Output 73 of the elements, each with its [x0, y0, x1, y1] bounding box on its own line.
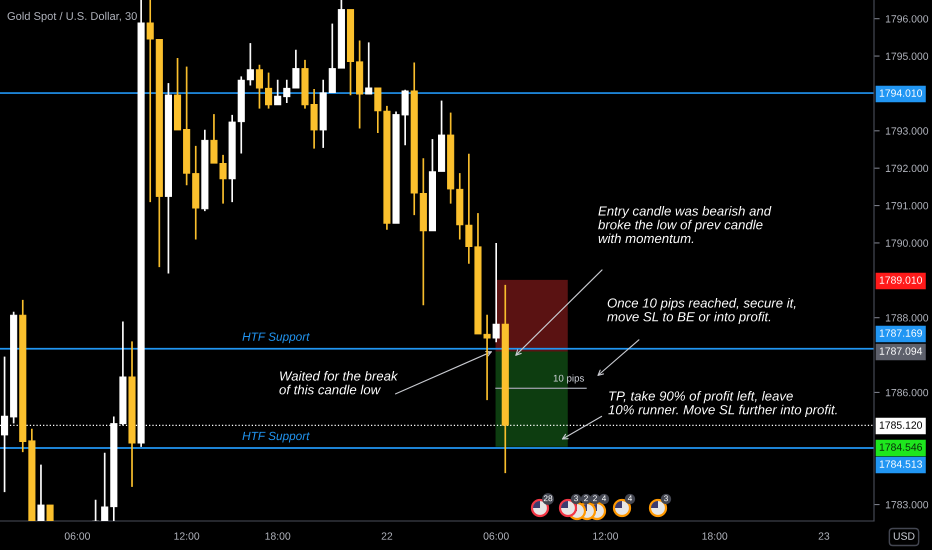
text: 1784.513 [880, 460, 922, 468]
candlestick [256, 64, 264, 109]
candlestick [28, 428, 36, 521]
ref-line-label: HTF Support [242, 432, 310, 442]
candlestick [374, 88, 382, 133]
candlestick [128, 341, 136, 487]
y-tick-label: 1783.000 [886, 501, 928, 508]
x-tick-label: 12:00 [174, 532, 200, 540]
candlestick [192, 146, 200, 240]
x-tick-label: 06:00 [64, 532, 90, 540]
candlestick [164, 83, 172, 274]
annotation: 4 [628, 495, 632, 502]
candlestick [265, 72, 272, 109]
y-tick-label: 1791.000 [886, 202, 928, 210]
text: 1787.169 [880, 329, 922, 337]
ref-line-label: HTF Support [242, 332, 310, 344]
candlestick [428, 139, 436, 232]
y-tick-label: 1792.000 [886, 164, 928, 172]
candlestick [356, 40, 364, 128]
candlestick [383, 106, 390, 230]
candlestick [492, 243, 500, 342]
candlestick [402, 90, 409, 146]
annotation: Once 10 pips reached, secure it, move SL to BE or into profit. [607, 298, 796, 324]
text: USD [894, 532, 914, 540]
annotation: 2 [593, 495, 597, 502]
candlestick [92, 500, 100, 521]
candlestick [219, 154, 227, 204]
x-tick-label: 18:00 [702, 532, 728, 540]
candlestick [310, 89, 318, 149]
annotation: TP, take 90% of profit left, leave 10% runner. Move SL further into profit. [608, 391, 837, 418]
y-tick-label: 1790.000 [886, 239, 928, 247]
annotation: 4 [602, 495, 606, 502]
candlestick [346, 9, 354, 96]
candlestick [246, 43, 254, 86]
text: 1785.120 [880, 421, 922, 429]
candlestick [365, 42, 372, 94]
candlestick [338, 0, 345, 69]
text: 1789.010 [880, 276, 922, 284]
x-tick-label: 22 [382, 532, 392, 540]
x-tick-label: 23 [818, 532, 830, 540]
candlestick [292, 50, 300, 88]
candlestick [438, 100, 446, 172]
text: Gold Spot / U.S. Dollar, 30 [8, 12, 137, 22]
candlestick [201, 130, 208, 212]
text: 1784.546 [880, 443, 922, 451]
text: 1787.094 [880, 347, 922, 355]
y-tick-label: 1796.000 [886, 15, 928, 23]
text: 1794.010 [880, 89, 922, 97]
candlestick [174, 58, 182, 130]
candlestick [19, 300, 26, 452]
y-tick-label: 1786.000 [886, 388, 928, 396]
candlestick [301, 60, 309, 109]
x-tick-label: 18:00 [265, 532, 290, 540]
annotation: 3 [574, 495, 578, 502]
y-tick-label: 1788.000 [886, 314, 928, 322]
candlestick [474, 213, 482, 334]
annotation: 2 [584, 495, 588, 502]
candlestick [502, 284, 509, 474]
candlestick [465, 154, 472, 264]
annotation: 3 [664, 495, 668, 502]
annotation: 10 pips [554, 374, 584, 384]
annotation: Waited for the break of this candle low [279, 371, 398, 394]
candlestick [392, 111, 400, 224]
candlestick [37, 464, 45, 521]
x-tick-label: 06:00 [484, 532, 509, 540]
y-tick-label: 1795.000 [886, 52, 928, 60]
annotation: Entry candle was bearish and broke the low of prev candle with momentum. [598, 206, 772, 244]
candlestick [46, 504, 54, 521]
candlestick [183, 66, 190, 186]
annotation: 28 [544, 495, 552, 502]
x-tick-label: 12:00 [593, 532, 618, 540]
y-tick-label: 1793.000 [886, 127, 928, 135]
candlestick [210, 114, 218, 164]
